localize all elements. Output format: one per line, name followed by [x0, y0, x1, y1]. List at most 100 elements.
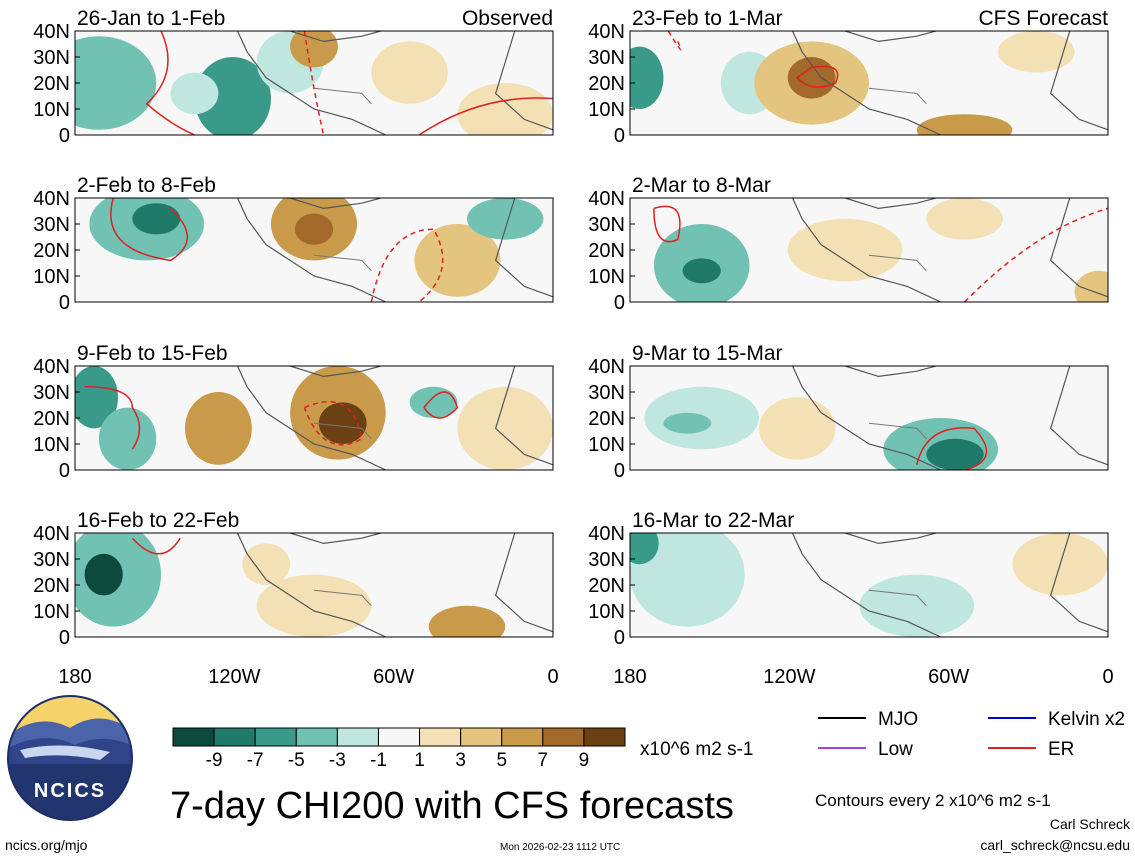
- anomaly-region: [170, 72, 219, 115]
- anomaly-region: [184, 392, 252, 465]
- y-tick-label: 0: [614, 125, 625, 147]
- x-tick-label: 0: [1102, 666, 1113, 688]
- anomaly-region: [787, 57, 836, 99]
- panel-3: 2-Feb to 8-Feb 40N 30N 20N 10N 0: [33, 174, 554, 314]
- panel-7: 16-Feb to 22-Feb 40N 30N 20N 10N 0: [33, 509, 554, 649]
- colorbar-swatch: [501, 727, 544, 747]
- colorbar-swatch: [295, 727, 338, 747]
- er-contour-line: [145, 31, 195, 135]
- anomaly-region: [663, 412, 712, 434]
- footer-email: carl_schreck@ncsu.edu: [980, 837, 1130, 853]
- er-contours: [145, 31, 553, 135]
- contour-note: Contours every 2 x10^6 m2 s-1: [815, 791, 1051, 810]
- anomaly-shading: [644, 386, 999, 470]
- panel-title: 26-Jan to 1-Feb: [77, 7, 225, 30]
- coastline: [236, 366, 553, 470]
- figure-title: 7-day CHI200 with CFS forecasts: [170, 785, 734, 827]
- logo-text: NCICS: [34, 780, 106, 802]
- anomaly-region: [1074, 270, 1108, 302]
- colorbar-tick-label: -3: [329, 750, 346, 771]
- anomaly-region: [682, 258, 721, 284]
- colorbar-swatch: [336, 727, 379, 747]
- y-tick-label: 10N: [588, 601, 625, 623]
- y-tick-label: 10N: [588, 434, 625, 456]
- anomaly-region: [98, 407, 157, 470]
- er-contours: [916, 427, 988, 470]
- panel-6: 9-Mar to 15-Mar 40N 30N 20N 10N 0: [588, 342, 1109, 482]
- y-tick-label: 20N: [588, 575, 625, 597]
- anomaly-region: [457, 83, 553, 135]
- y-tick-label: 20N: [33, 240, 70, 262]
- y-tick-label: 0: [59, 292, 70, 314]
- anomaly-region: [916, 114, 1013, 135]
- x-tick-label: 60W: [373, 666, 414, 688]
- ncics-logo: NCICS: [7, 695, 133, 821]
- coastline: [791, 31, 1108, 135]
- footer-timestamp: Mon 2026-02-23 1112 UTC: [500, 842, 620, 853]
- y-tick-label: 20N: [588, 408, 625, 430]
- colorbar: -9 -7 -5 -3 -1 1 3 5 7 9: [172, 727, 626, 771]
- legend-label: MJO: [878, 709, 918, 730]
- coastline: [236, 533, 553, 637]
- panel-grid: 26-Jan to 1-Feb Observed40N30N20N10N023-F…: [33, 7, 1109, 649]
- er-contour-line: [370, 228, 444, 302]
- x-tick-label: 0: [547, 666, 558, 688]
- er-contour-line: [653, 205, 681, 243]
- er-contour-line: [418, 97, 553, 135]
- panel-2: 23-Feb to 1-Mar CFS Forecast 40N 30N 20N 10N 0: [588, 7, 1109, 147]
- er-contour-line: [964, 207, 1108, 302]
- anomaly-region: [371, 41, 448, 104]
- x-tick-label: 120W: [763, 666, 815, 688]
- y-tick-label: 10N: [33, 266, 70, 288]
- anomaly-region: [630, 533, 659, 565]
- y-tick-label: 0: [614, 292, 625, 314]
- x-tick-label: 180: [613, 666, 646, 688]
- anomaly-region: [457, 386, 553, 470]
- anomaly-region: [132, 203, 181, 235]
- anomaly-region: [294, 213, 334, 245]
- y-tick-label: 30N: [33, 549, 70, 571]
- panel-title: 2-Mar to 8-Mar: [632, 174, 771, 197]
- y-tick-label: 0: [614, 460, 625, 482]
- colorbar-tick-label: -7: [247, 750, 264, 771]
- anomaly-shading: [75, 366, 553, 470]
- panel-title: 9-Feb to 15-Feb: [77, 342, 228, 365]
- er-contours: [84, 386, 459, 450]
- anomaly-region: [256, 574, 372, 637]
- y-tick-label: 10N: [33, 99, 70, 121]
- colorbar-swatch: [542, 727, 585, 747]
- panel-4: 2-Mar to 8-Mar 40N 30N 20N 10N 0: [588, 174, 1109, 314]
- er-contour-line: [667, 31, 682, 51]
- panel-8: 16-Mar to 22-Mar 40N 30N 20N 10N 0: [588, 509, 1109, 649]
- y-tick-label: 40N: [588, 188, 625, 210]
- anomaly-region: [787, 218, 903, 282]
- x-tick-label: 180: [58, 666, 91, 688]
- y-tick-label: 40N: [588, 21, 625, 43]
- anomaly-region: [242, 543, 291, 585]
- coastline: [236, 198, 553, 302]
- footer-author: Carl Schreck: [1050, 816, 1131, 832]
- y-tick-label: 30N: [33, 382, 70, 404]
- y-tick-label: 30N: [588, 549, 625, 571]
- anomaly-region: [630, 46, 664, 109]
- er-contours: [653, 205, 1108, 302]
- y-tick-label: 30N: [588, 214, 625, 236]
- y-tick-label: 40N: [33, 188, 70, 210]
- y-tick-label: 30N: [588, 47, 625, 69]
- colorbar-tick-label: 3: [455, 750, 466, 771]
- anomaly-region: [409, 386, 458, 418]
- er-contour-line: [423, 391, 459, 419]
- er-contour-line: [131, 537, 181, 555]
- y-tick-label: 40N: [588, 523, 625, 545]
- y-tick-label: 10N: [588, 266, 625, 288]
- anomaly-region: [466, 198, 544, 240]
- er-contour-line: [303, 31, 325, 135]
- colorbar-tick-label: 5: [496, 750, 507, 771]
- anomaly-region: [926, 438, 984, 470]
- y-tick-label: 10N: [588, 99, 625, 121]
- coastline: [791, 198, 1108, 302]
- y-tick-label: 20N: [33, 575, 70, 597]
- y-tick-label: 0: [614, 627, 625, 649]
- legend: MJO Kelvin x2 Low ER: [818, 709, 1125, 760]
